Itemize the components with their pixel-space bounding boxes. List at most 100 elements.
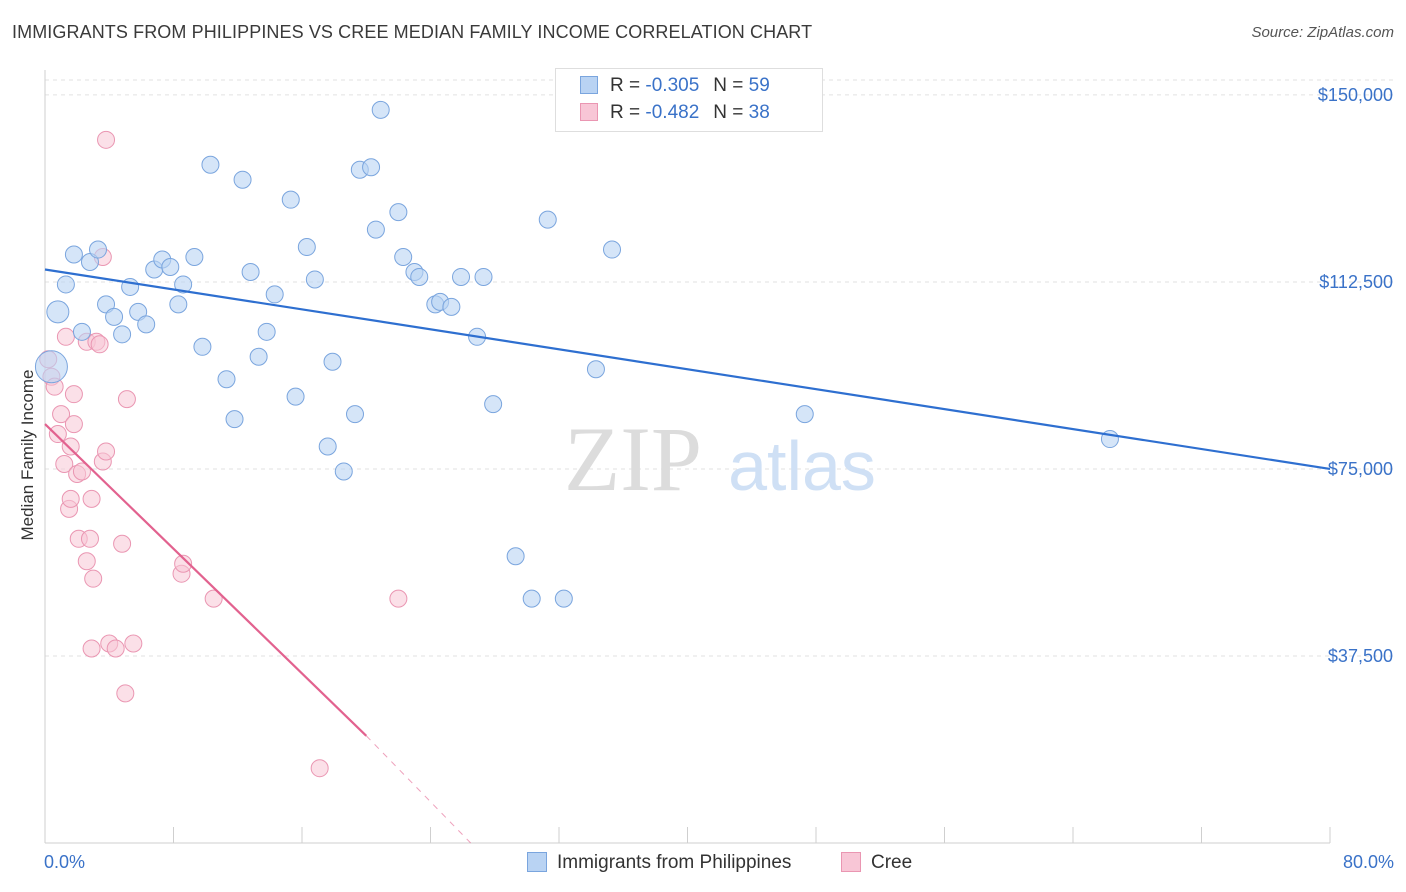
y-axis-label: Median Family Income	[18, 369, 37, 541]
cree-point	[124, 634, 143, 653]
philippines-point	[366, 220, 385, 239]
legend-n-value: 59	[748, 75, 770, 96]
philippines-point	[586, 360, 605, 379]
philippines-point	[281, 190, 300, 209]
correlation-legend: R = -0.305 N = 59 R = -0.482 N = 38	[555, 68, 823, 132]
philippines-point	[217, 370, 236, 389]
cree-point	[64, 385, 83, 404]
philippines-point	[795, 405, 814, 424]
y-tick-labels: $37,500 $75,000 $112,500 $150,000	[1318, 85, 1393, 666]
philippines-point	[105, 307, 124, 326]
philippines-point	[334, 462, 353, 481]
philippines-point	[89, 240, 108, 259]
philippines-point	[522, 589, 541, 608]
watermark-atlas: atlas	[728, 427, 876, 505]
watermark: ZIP atlas	[564, 408, 876, 510]
cree-point	[48, 425, 67, 444]
cree-trendline	[44, 423, 368, 737]
x-tick-label-min: 0.0%	[44, 852, 86, 872]
philippines-point	[64, 245, 83, 264]
philippines-point	[241, 262, 260, 281]
philippines-point	[185, 248, 204, 267]
cree-point	[97, 130, 116, 149]
axes	[44, 70, 1331, 844]
philippines-point	[484, 395, 503, 414]
legend-r-value: -0.305	[645, 75, 700, 96]
philippines-point	[410, 267, 429, 286]
philippines-point	[72, 322, 91, 341]
legend-swatch-blue	[580, 76, 598, 94]
bottom-legend-swatch-blue	[527, 852, 547, 872]
philippines-trendline	[44, 268, 1331, 471]
philippines-point	[257, 322, 276, 341]
philippines-points	[34, 100, 1119, 608]
philippines-point	[56, 275, 75, 294]
cree-point	[90, 335, 109, 354]
philippines-point	[137, 315, 156, 334]
philippines-point	[371, 100, 390, 119]
legend-r-label: R =	[610, 75, 641, 96]
gridlines	[45, 79, 1395, 657]
philippines-point	[506, 547, 525, 566]
cree-point	[310, 759, 329, 778]
cree-point	[82, 489, 101, 508]
philippines-point	[265, 285, 284, 304]
philippines-point	[297, 238, 316, 257]
philippines-point	[46, 300, 70, 324]
philippines-point	[305, 270, 324, 289]
cree-point	[97, 442, 116, 461]
legend-n-value: 38	[748, 102, 770, 123]
cree-point	[77, 552, 96, 571]
cree-point	[106, 639, 125, 658]
legend-swatch-pink	[580, 103, 598, 121]
cree-point	[52, 405, 71, 424]
cree-point	[61, 489, 80, 508]
bottom-legend-philippines: Immigrants from Philippines	[527, 852, 791, 874]
cree-point	[84, 569, 103, 588]
philippines-point	[362, 158, 381, 177]
cree-point	[72, 462, 91, 481]
philippines-point	[474, 267, 493, 286]
cree-point	[80, 529, 99, 548]
philippines-point	[389, 203, 408, 222]
philippines-point	[346, 405, 365, 424]
bottom-legend-cree: Cree	[841, 852, 912, 874]
philippines-point	[113, 325, 132, 344]
trendlines	[44, 268, 1331, 844]
legend-row-philippines: R = -0.305 N = 59	[580, 75, 770, 97]
cree-point	[174, 554, 193, 573]
cree-trendline-extension	[365, 735, 472, 844]
philippines-point	[169, 295, 188, 314]
legend-n-label: N =	[713, 75, 744, 96]
y-tick-label: $150,000	[1318, 85, 1393, 105]
cree-point	[55, 454, 74, 473]
bottom-legend-swatch-pink	[841, 852, 861, 872]
source-label: Source: ZipAtlas.com	[1251, 24, 1394, 41]
legend-r-value: -0.482	[645, 102, 700, 123]
philippines-point	[318, 437, 337, 456]
y-tick-label: $112,500	[1319, 272, 1393, 292]
philippines-point	[538, 210, 557, 229]
legend-n-label: N =	[713, 102, 744, 123]
philippines-point	[286, 387, 305, 406]
philippines-point	[201, 155, 220, 174]
philippines-point	[34, 350, 68, 384]
y-tick-label: $37,500	[1328, 646, 1393, 666]
philippines-point	[225, 410, 244, 429]
bottom-legend-label: Cree	[871, 852, 913, 873]
cree-point	[61, 437, 80, 456]
cree-point	[56, 327, 75, 346]
cree-point	[64, 415, 83, 434]
x-tick-label-max: 80.0%	[1342, 852, 1394, 872]
philippines-point	[323, 352, 342, 371]
philippines-point	[193, 337, 212, 356]
philippines-point	[554, 589, 573, 608]
philippines-point	[161, 257, 180, 276]
cree-point	[117, 390, 136, 409]
cree-points	[39, 130, 408, 778]
cree-point	[389, 589, 408, 608]
bottom-legend-label: Immigrants from Philippines	[557, 852, 792, 873]
philippines-point	[452, 267, 471, 286]
watermark-zip: ZIP	[564, 408, 702, 510]
